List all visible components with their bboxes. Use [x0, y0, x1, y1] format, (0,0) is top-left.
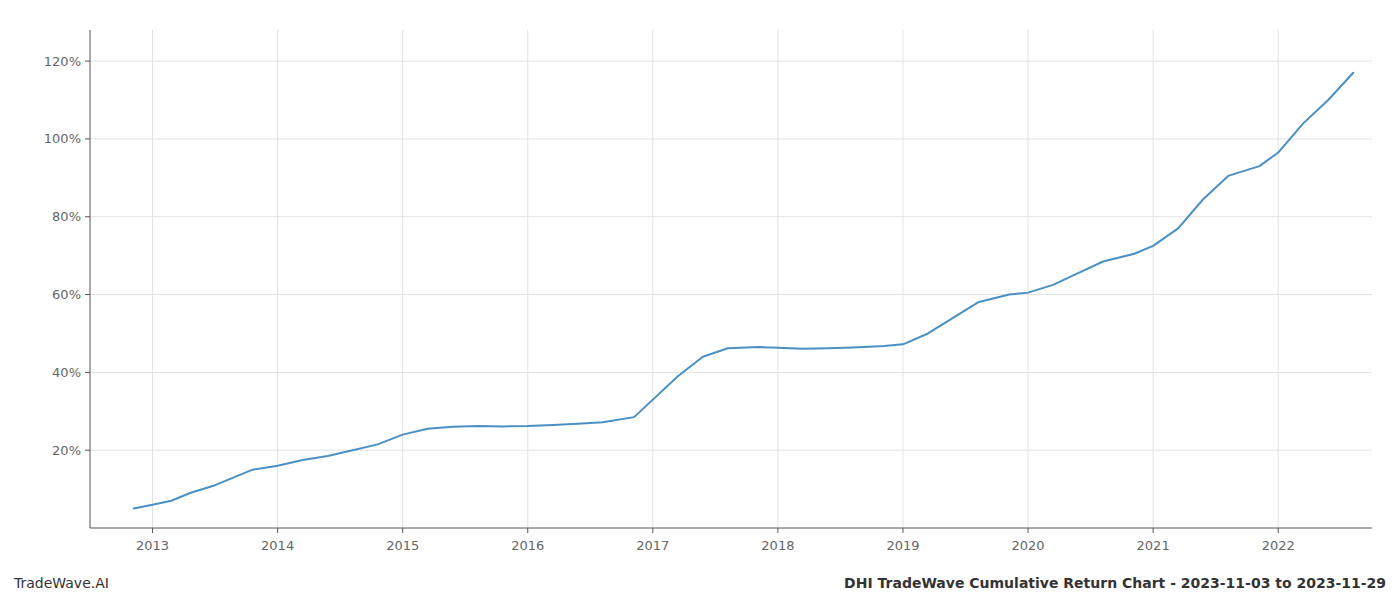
- grid-line-x: [1153, 30, 1154, 528]
- grid-line-x: [277, 30, 278, 528]
- tick-x: [277, 528, 278, 533]
- tick-label-y: 60%: [52, 287, 81, 302]
- tick-y: [85, 138, 90, 139]
- tick-label-x: 2022: [1262, 538, 1295, 553]
- tick-label-y: 40%: [52, 365, 81, 380]
- plot-area: [134, 73, 1353, 509]
- grid-line-x: [1278, 30, 1279, 528]
- x-axis-line: [90, 528, 1372, 529]
- tick-x: [777, 528, 778, 533]
- tick-y: [85, 216, 90, 217]
- title: DHI TradeWave Cumulative Return Chart - …: [844, 575, 1386, 591]
- grid-line-x: [652, 30, 653, 528]
- tick-label-x: 2018: [761, 538, 794, 553]
- y-axis-line: [90, 30, 91, 528]
- grid-line-x: [402, 30, 403, 528]
- tick-label-x: 2015: [386, 538, 419, 553]
- tick-x: [652, 528, 653, 533]
- axes: 2013 2014 2015 2016 2017 2018 2019 2020 2021 2022…: [44, 30, 1372, 553]
- tick-x: [1028, 528, 1029, 533]
- tick-label-y: 120%: [44, 54, 81, 69]
- tick-label-y: 80%: [52, 209, 81, 224]
- grid-line-x: [777, 30, 778, 528]
- chart: 2013 2014 2015 2016 2017 2018 2019 2020 2021 2022…: [0, 0, 1400, 600]
- grid-line-x: [902, 30, 903, 528]
- grid-line-y: [90, 372, 1372, 373]
- tick-x: [527, 528, 528, 533]
- grid-line-x: [1028, 30, 1029, 528]
- tick-x: [402, 528, 403, 533]
- tick-y: [85, 372, 90, 373]
- tick-y: [85, 61, 90, 62]
- tick-x: [152, 528, 153, 533]
- grid-line-y: [90, 216, 1372, 217]
- grid: [90, 30, 1372, 528]
- tick-label-y: 100%: [44, 131, 81, 146]
- tick-label-x: 2017: [636, 538, 669, 553]
- tick-x: [902, 528, 903, 533]
- grid-line-y: [90, 450, 1372, 451]
- grid-line-y: [90, 61, 1372, 62]
- grid-line-y: [90, 294, 1372, 295]
- tick-label-x: 2016: [511, 538, 544, 553]
- tick-label-x: 2020: [1012, 538, 1045, 553]
- watermark: TradeWave.AI: [13, 575, 109, 591]
- tick-label-x: 2021: [1137, 538, 1170, 553]
- tick-y: [85, 450, 90, 451]
- line: [134, 73, 1353, 509]
- grid-line-y: [90, 138, 1372, 139]
- tick-label-x: 2013: [136, 538, 169, 553]
- tick-y: [85, 294, 90, 295]
- tick-x: [1278, 528, 1279, 533]
- grid-line-x: [527, 30, 528, 528]
- tick-label-x: 2014: [261, 538, 294, 553]
- tick-label-x: 2019: [886, 538, 919, 553]
- tick-label-y: 20%: [52, 443, 81, 458]
- tick-x: [1153, 528, 1154, 533]
- grid-line-x: [152, 30, 153, 528]
